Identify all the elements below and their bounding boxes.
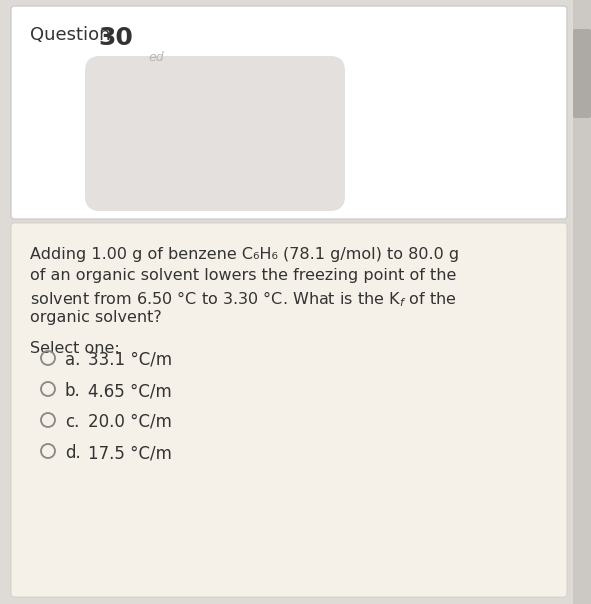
FancyBboxPatch shape xyxy=(573,29,591,118)
Text: 20.0 °C/m: 20.0 °C/m xyxy=(88,413,172,431)
Text: 4.65 °C/m: 4.65 °C/m xyxy=(88,382,172,400)
Text: b.: b. xyxy=(65,382,81,400)
FancyBboxPatch shape xyxy=(573,0,591,604)
Text: a.: a. xyxy=(65,351,80,369)
Text: 17.5 °C/m: 17.5 °C/m xyxy=(88,444,172,462)
Text: Question: Question xyxy=(30,26,111,44)
Text: Select one:: Select one: xyxy=(30,341,120,356)
Text: 30: 30 xyxy=(98,26,133,50)
Text: Adding 1.00 g of benzene C₆H₆ (78.1 g/mol) to 80.0 g: Adding 1.00 g of benzene C₆H₆ (78.1 g/mo… xyxy=(30,247,459,262)
Text: d.: d. xyxy=(65,444,81,462)
Text: organic solvent?: organic solvent? xyxy=(30,310,162,325)
Text: of an organic solvent lowers the freezing point of the: of an organic solvent lowers the freezin… xyxy=(30,268,456,283)
Text: ed: ed xyxy=(148,51,164,64)
FancyBboxPatch shape xyxy=(11,223,567,597)
Text: solvent from 6.50 °C to 3.30 °C. What is the K$_f$ of the: solvent from 6.50 °C to 3.30 °C. What is… xyxy=(30,289,457,309)
FancyBboxPatch shape xyxy=(11,6,567,219)
Text: c.: c. xyxy=(65,413,79,431)
Text: 33.1 °C/m: 33.1 °C/m xyxy=(88,351,172,369)
FancyBboxPatch shape xyxy=(85,56,345,211)
